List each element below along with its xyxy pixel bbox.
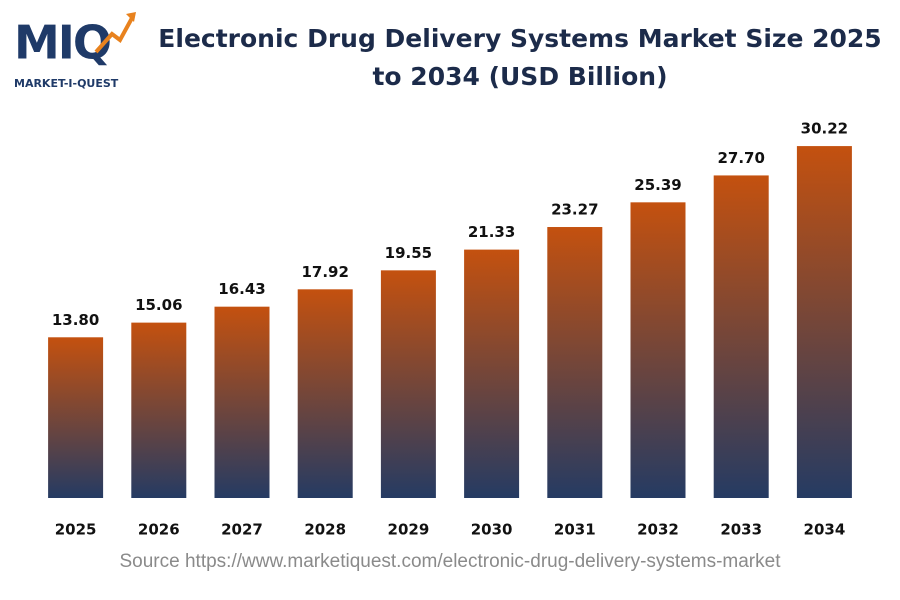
x-tick-label: 2028 [304,521,346,539]
x-tick-label: 2031 [554,521,596,539]
bar [796,146,852,498]
x-tick-label: 2030 [471,521,513,539]
x-tick-label: 2026 [138,521,180,539]
chart-title: Electronic Drug Delivery Systems Market … [158,24,882,91]
value-label: 21.33 [468,223,515,241]
x-tick-label: 2034 [804,521,846,539]
value-label: 23.27 [551,201,598,219]
x-tick-label: 2025 [55,521,97,539]
bar [380,270,436,498]
bar [547,227,603,498]
x-tick-label: 2033 [720,521,762,539]
source: Source https://www.marketiquest.com/elec… [120,551,782,572]
bar [131,322,187,498]
logo-mark: MIQ [14,16,110,70]
x-tick-label: 2032 [637,521,679,539]
value-label: 15.06 [135,296,182,314]
value-label: 19.55 [385,244,432,262]
value-label: 13.80 [52,311,99,329]
bar [297,289,353,498]
bar [464,249,520,498]
logo: MIQ MARKET-I-QUEST [14,12,136,90]
bar [630,202,686,499]
logo-arrow [94,17,134,54]
logo-name: MARKET-I-QUEST [14,77,119,90]
bar [214,306,270,498]
value-label: 25.39 [634,176,681,194]
x-tick-label: 2027 [221,521,263,539]
x-tick-label: 2029 [388,521,430,539]
value-label: 30.22 [801,120,848,138]
bar [713,175,769,499]
value-label: 16.43 [218,280,265,298]
logo-arrow-head [126,12,136,22]
value-label: 17.92 [301,263,348,281]
value-label: 27.70 [717,149,764,167]
bar [48,337,104,498]
